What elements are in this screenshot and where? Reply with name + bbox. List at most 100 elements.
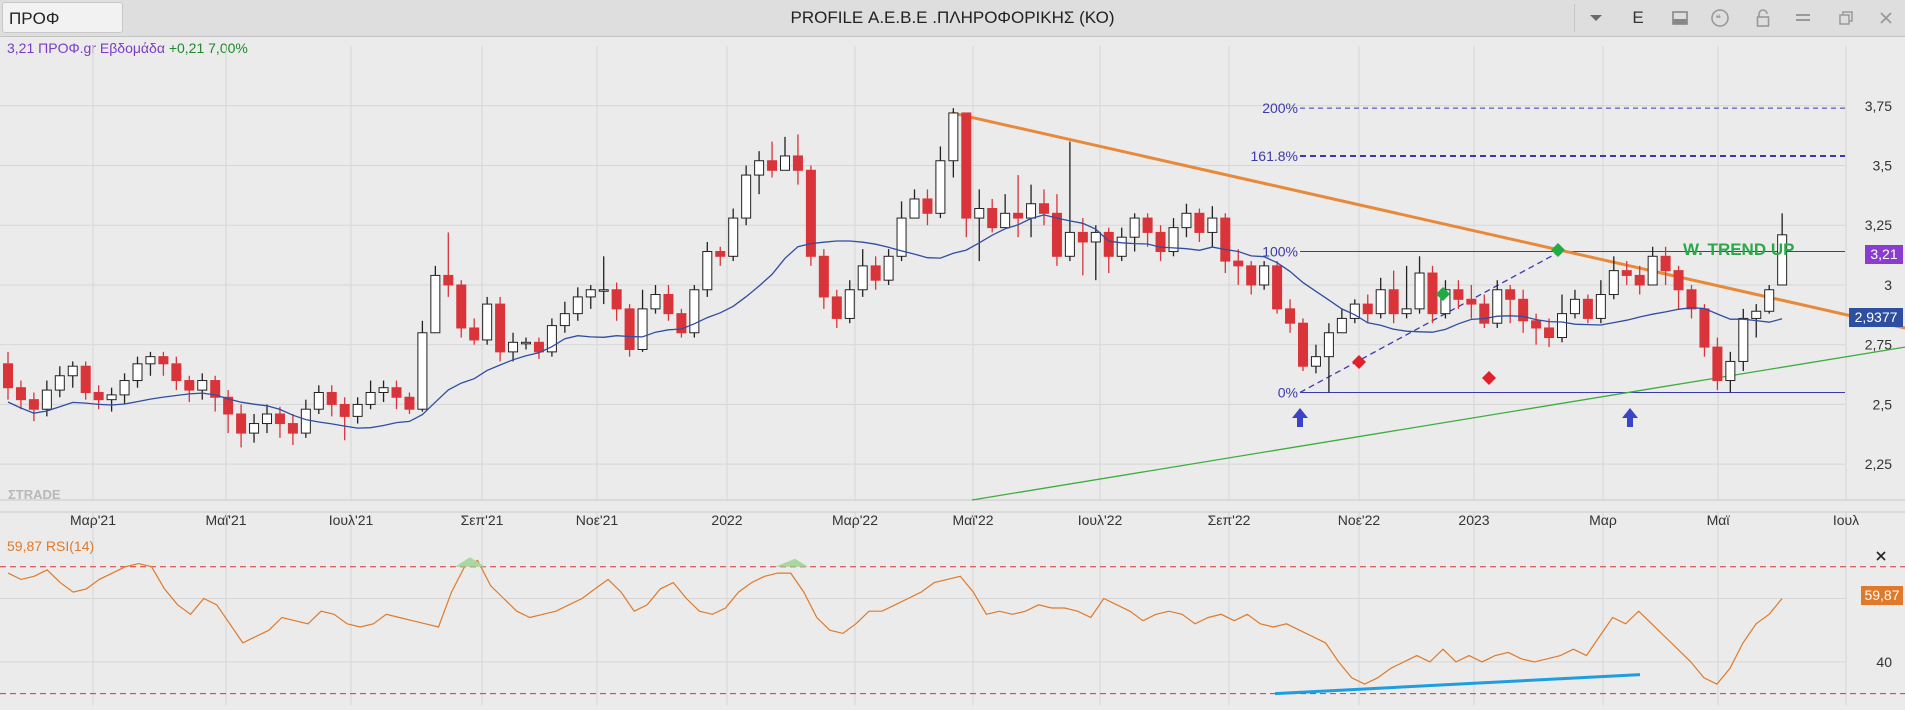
candle-body [1595,294,1606,319]
candle-body [119,380,130,396]
candle-body [1362,303,1373,315]
diamond-marker-icon [1436,287,1450,301]
chevron-down-icon[interactable] [1583,6,1609,30]
candle-body [1673,270,1684,291]
candle-body [197,380,208,391]
candle-body [67,365,78,377]
candle-body [883,255,894,281]
candle-body [1129,217,1140,238]
diamond-marker-icon [1352,355,1366,369]
candle-body [1336,317,1347,334]
candle-body [805,169,816,257]
candle-body [1660,255,1671,272]
candle-body [1168,227,1179,253]
diamond-marker-icon [1482,371,1496,385]
trend-annotation: W. TREND UP [1683,240,1794,259]
candle-body [1051,212,1062,257]
x-tick-label: Μαϊ [1707,512,1731,528]
change-pct-text: 7,00% [208,40,248,56]
x-tick-label: Νοε'22 [1338,512,1381,528]
candle-body [922,198,933,214]
candle-body [1181,212,1192,229]
candle-body [274,413,285,425]
candle-body [93,391,104,401]
candle-body [326,391,337,405]
candle-body [1738,317,1749,362]
candle-body [1090,231,1101,243]
candle-body [767,160,778,171]
candle-body [1401,308,1412,315]
candle-body [1259,265,1270,286]
candle-body [106,394,117,401]
x-tick-label: 2022 [711,512,742,528]
y-tick-label: 3,25 [1865,217,1892,233]
candle-body [974,208,985,219]
symbol-input[interactable]: ΠΡΟΦ [2,2,123,33]
close-icon[interactable] [1873,6,1899,30]
candle-body [1479,303,1490,324]
candle-body [1531,320,1542,329]
candle-body [1453,289,1464,300]
downtrend-line [951,111,1905,330]
candle-body [533,341,544,353]
candle-body [611,289,622,310]
candle-body [1272,265,1283,310]
candle-body [844,289,855,319]
candle-body [404,396,415,410]
change-text: +0,21 [168,40,205,56]
candle-body [870,265,881,281]
candle-body [650,294,661,310]
x-tick-label: Ιουλ'22 [1078,512,1123,528]
last-price-text: 3,21 [7,40,35,56]
x-tick-label: Νοε'21 [576,512,619,528]
candle-body [741,174,752,219]
minimize-icon[interactable] [1790,6,1816,30]
panel-icon[interactable] [1667,6,1693,30]
candle-body [987,208,998,229]
candle-body [430,274,441,334]
candle-body [754,160,765,176]
divider [1574,4,1575,32]
period-text: Εβδομάδα [99,40,165,56]
up-arrow-icon [1292,408,1308,427]
candle-body [948,112,959,162]
candle-body [1077,231,1088,243]
fib-level-label: 0% [1278,384,1298,400]
candle-body [624,308,635,350]
candle-body [210,380,221,398]
candle-body [313,391,324,410]
e-button[interactable]: E [1632,8,1644,27]
candle-body [521,341,531,345]
lock-icon[interactable] [1750,6,1776,30]
candle-body [702,251,713,291]
candle-body [1699,308,1710,348]
candle-body [1310,356,1321,367]
candle-body [1142,217,1153,233]
candle-body [728,217,739,257]
candle-body [689,289,700,334]
watermark: ΣTRADE [8,487,61,502]
quote-icon[interactable]: ❝ [1707,6,1733,30]
candle-body [1492,289,1503,324]
candle-body [961,112,972,219]
candle-body [54,375,65,391]
fib-level-label: 200% [1262,100,1298,116]
diamond-marker-icon [1551,243,1565,257]
restore-icon[interactable] [1833,6,1859,30]
candle-body [1103,231,1114,257]
candle-body [572,296,583,315]
candle-body [1039,203,1049,214]
candle-body [1414,272,1425,310]
candle-body [1388,289,1399,315]
candle-body [909,198,920,219]
candle-body [1026,203,1037,219]
y-tick-label: 3,5 [1873,158,1893,174]
x-tick-label: Ιουλ'21 [329,512,374,528]
uptrend-line [971,346,1905,501]
price-info: 3,21 ΠΡΟΦ.gr Εβδομάδα +0,21 7,00% [7,40,248,56]
rsi-tick-label: 40 [1876,654,1892,670]
x-tick-label: Μαϊ'21 [205,512,246,528]
candle-body [559,313,570,327]
candle-body [41,389,52,410]
